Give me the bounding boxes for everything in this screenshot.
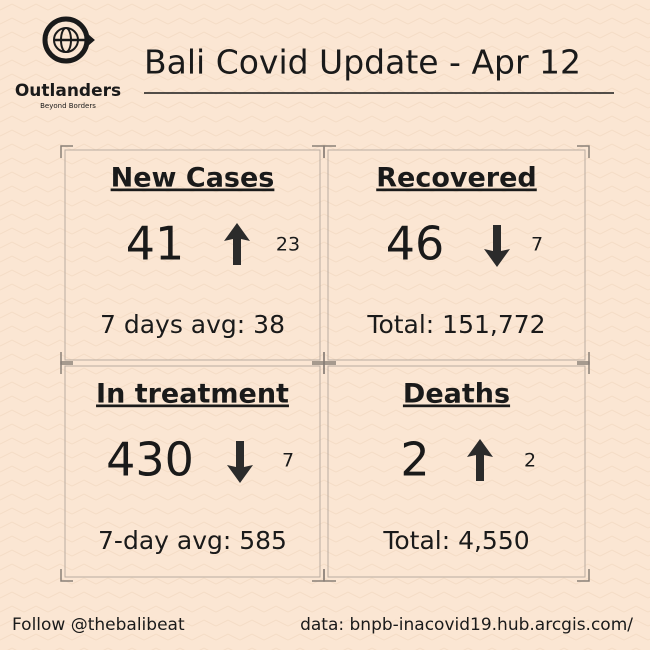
logo-icon [42,16,95,64]
trend-arrow [227,441,253,483]
trend-arrow [484,225,510,267]
card-value: 2 [400,433,429,487]
card-value: 46 [386,217,445,271]
corner-bracket [323,145,590,365]
card-change: 23 [276,234,300,256]
card-border [64,365,321,578]
card-value: 41 [126,217,185,271]
trend-arrow [467,439,493,481]
card-change: 7 [282,450,294,472]
card-heading: Recovered [376,163,537,194]
card: In treatment 430 7 7-day avg: 585 [60,361,325,582]
card-border [327,149,586,361]
card: Recovered 46 7 Total: 151,772 [323,145,590,365]
card-change: 2 [524,450,536,472]
corner-bracket [323,361,590,582]
card-border [327,365,586,578]
card-heading: Deaths [403,379,510,410]
card-footer: 7 days avg: 38 [100,310,285,339]
card-footer: Total: 4,550 [382,526,529,555]
trend-arrow [224,223,250,265]
footer-left: Follow @thebalibeat [12,615,185,635]
card-heading: In treatment [96,379,289,410]
card: Deaths 2 2 Total: 4,550 [323,361,590,582]
card-border [64,149,321,361]
logo-name: Outlanders [15,81,121,101]
footer-right: data: bnpb-inacovid19.hub.arcgis.com/ [300,615,633,635]
logo-tagline: Beyond Borders [40,102,96,110]
card-footer: Total: 151,772 [366,310,545,339]
card-footer: 7-day avg: 585 [98,526,287,555]
title: Bali Covid Update - Apr 12 [144,43,581,82]
card-value: 430 [106,433,194,487]
card-heading: New Cases [111,163,275,194]
card-change: 7 [531,234,543,256]
